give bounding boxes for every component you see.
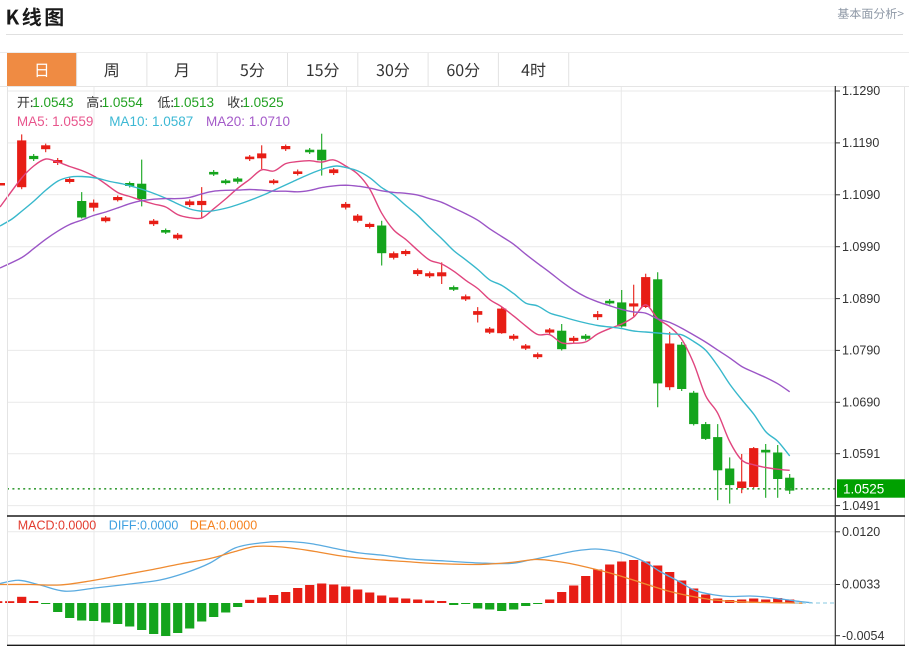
svg-text:1.0554: 1.0554 xyxy=(102,95,144,110)
svg-text:DIFF:0.0000: DIFF:0.0000 xyxy=(109,519,179,533)
svg-text:1.0525: 1.0525 xyxy=(843,482,884,497)
svg-text:1.1190: 1.1190 xyxy=(842,136,879,150)
svg-text:0.0033: 0.0033 xyxy=(842,578,880,592)
svg-text:MA5: 1.0559: MA5: 1.0559 xyxy=(17,114,94,129)
svg-text:1.0513: 1.0513 xyxy=(173,95,214,110)
svg-text:0.0120: 0.0120 xyxy=(842,525,880,539)
svg-text:MA10: 1.0587: MA10: 1.0587 xyxy=(109,114,193,129)
svg-text:1.0491: 1.0491 xyxy=(842,499,880,513)
svg-text:1.0525: 1.0525 xyxy=(242,95,283,110)
svg-text:1.0543: 1.0543 xyxy=(32,95,73,110)
svg-text:1.1290: 1.1290 xyxy=(842,84,880,98)
svg-text:1.1090: 1.1090 xyxy=(842,188,880,202)
svg-text:1.0990: 1.0990 xyxy=(842,240,880,254)
svg-text:1.0890: 1.0890 xyxy=(842,292,880,306)
svg-text:1.0690: 1.0690 xyxy=(842,396,880,410)
svg-text:-0.0054: -0.0054 xyxy=(842,629,884,643)
svg-text:MACD:0.0000: MACD:0.0000 xyxy=(18,519,97,533)
svg-text:1.0790: 1.0790 xyxy=(842,344,880,358)
svg-text:MA20: 1.0710: MA20: 1.0710 xyxy=(206,114,290,129)
svg-text:1.0591: 1.0591 xyxy=(842,447,880,461)
svg-text:DEA:0.0000: DEA:0.0000 xyxy=(190,519,257,533)
